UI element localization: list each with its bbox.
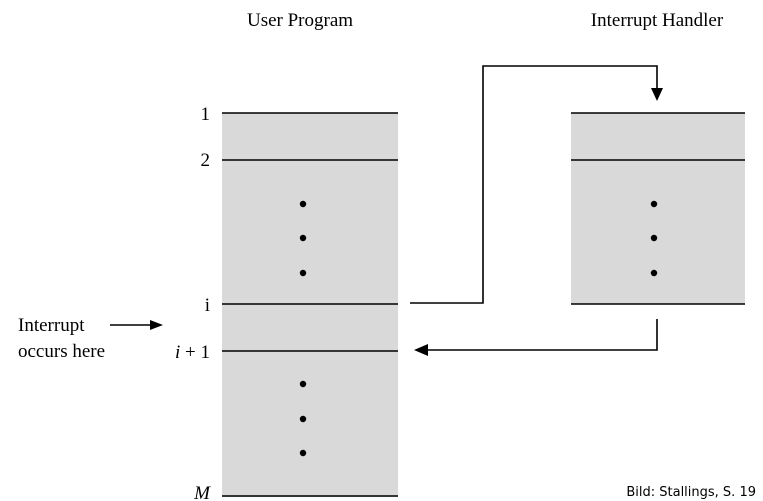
arrow-right-icon: [150, 320, 163, 330]
arrow-down-icon: [651, 88, 663, 101]
label-line-2: 2: [201, 150, 211, 171]
interrupt-handler-background: [571, 113, 745, 304]
user-program-block: [222, 112, 398, 497]
arrow-left-icon: [414, 344, 428, 356]
interrupt-transfer-connector: [410, 65, 658, 304]
ellipsis-dot: [299, 269, 307, 277]
return-connector: [426, 319, 658, 351]
user-program-background: [222, 113, 398, 497]
label-line-m: M: [193, 483, 211, 501]
interrupt-annotation-line2: occurs here: [18, 341, 105, 362]
interrupt-handler-title: Interrupt Handler: [591, 10, 724, 31]
label-line-i-plus-1: i + 1: [175, 342, 210, 363]
ellipsis-dot: [650, 234, 658, 242]
image-credit: Bild: Stallings, S. 19: [626, 485, 756, 500]
ellipsis-dot: [299, 415, 307, 423]
label-line-i-plus-1-rest: + 1: [180, 342, 210, 363]
label-line-1: 1: [201, 104, 211, 125]
interrupt-handler-block: [571, 112, 745, 305]
ellipsis-dot: [299, 380, 307, 388]
user-program-title: User Program: [247, 10, 353, 31]
ellipsis-dot: [650, 200, 658, 208]
label-line-i-plus-1-var: i: [175, 342, 180, 363]
interrupt-annotation-line1: Interrupt: [18, 315, 85, 336]
label-line-i: i: [205, 295, 210, 316]
ellipsis-dot: [650, 269, 658, 277]
ellipsis-dot: [299, 449, 307, 457]
ellipsis-dot: [299, 234, 307, 242]
ellipsis-dot: [299, 200, 307, 208]
